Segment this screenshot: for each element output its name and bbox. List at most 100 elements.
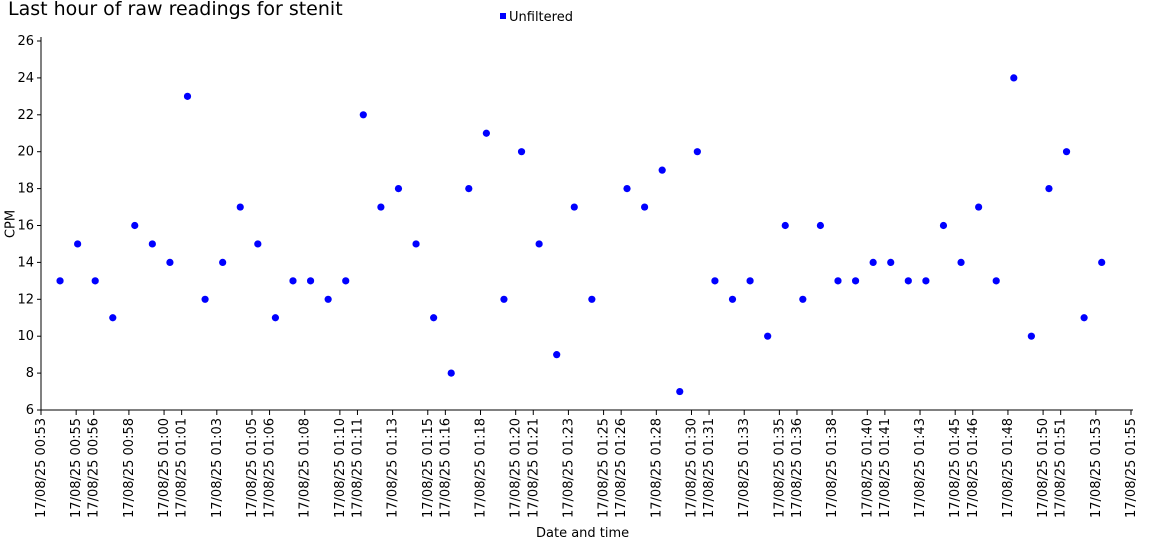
y-tick-label: 8: [26, 366, 34, 381]
data-point: [342, 277, 350, 285]
x-tick-label: 17/08/25 01:48: [1001, 418, 1016, 518]
data-point: [447, 369, 455, 377]
data-point: [1098, 258, 1106, 266]
x-tick-label: 17/08/25 01:46: [966, 418, 981, 518]
x-tick-label: 17/08/25 01:53: [1089, 418, 1104, 518]
data-point: [588, 295, 596, 303]
y-tick-label: 22: [17, 108, 34, 123]
y-tick-label: 10: [17, 329, 34, 344]
data-point: [482, 129, 490, 137]
data-point: [430, 314, 438, 322]
x-tick-label: 17/08/25 01:16: [438, 418, 453, 518]
data-point: [377, 203, 385, 211]
data-point: [1045, 185, 1053, 193]
legend: Unfiltered: [500, 10, 573, 25]
data-point: [676, 387, 684, 396]
data-point: [56, 277, 64, 285]
x-tick-label: 17/08/25 01:28: [649, 418, 664, 518]
data-point: [904, 277, 912, 285]
data-point: [74, 240, 82, 248]
data-point: [816, 221, 825, 230]
data-point: [412, 240, 420, 248]
x-tick-label: 17/08/25 01:25: [597, 418, 612, 518]
data-point: [306, 277, 315, 285]
x-tick-label: 17/08/25 01:05: [245, 418, 260, 518]
data-point: [219, 258, 227, 266]
data-point: [834, 277, 842, 285]
data-point: [992, 277, 1000, 285]
x-tick-label: 17/08/25 01:01: [175, 418, 190, 518]
data-point: [148, 240, 156, 248]
data-point: [851, 277, 860, 285]
y-tick-label: 20: [17, 145, 34, 160]
data-point: [236, 203, 244, 211]
x-tick-label: 17/08/25 01:41: [878, 418, 893, 518]
data-point: [1080, 314, 1088, 322]
axes: [37, 37, 1133, 415]
y-tick-label: 12: [17, 292, 34, 307]
data-point: [517, 148, 526, 156]
x-tick-label: 17/08/25 01:43: [913, 418, 928, 518]
data-point: [623, 185, 631, 193]
x-tick-label: 17/08/25 01:10: [333, 418, 348, 518]
y-tick-label: 14: [17, 255, 34, 270]
data-point: [553, 351, 561, 359]
x-tick-label: 17/08/25 01:51: [1054, 418, 1069, 518]
data-point: [957, 258, 965, 266]
data-point: [535, 240, 543, 248]
x-tick-label: 17/08/25 01:26: [614, 418, 629, 518]
data-point: [254, 240, 262, 248]
data-point: [271, 314, 280, 322]
x-tick-label: 17/08/25 01:36: [790, 418, 805, 518]
data-point: [109, 314, 117, 322]
legend-label: Unfiltered: [509, 10, 573, 25]
data-point: [131, 221, 139, 230]
x-tick-label: 17/08/25 01:45: [948, 418, 963, 518]
data-point: [799, 295, 807, 303]
data-point: [570, 203, 578, 211]
data-point: [500, 295, 508, 303]
data-point: [975, 203, 983, 211]
x-tick-label: 17/08/25 01:03: [210, 418, 225, 518]
x-tick-label: 17/08/25 01:38: [825, 418, 840, 518]
data-point: [939, 221, 948, 230]
x-tick-label: 17/08/25 00:53: [34, 418, 49, 518]
y-axis-label: CPM: [3, 209, 19, 239]
x-tick-label: 17/08/25 01:06: [263, 418, 278, 518]
data-points: [56, 74, 1106, 396]
data-point: [1027, 332, 1035, 340]
tick-labels: 6 8 10 12 14 16 18 20 22 24 26 17/08/25 00:53 17/08/…: [17, 34, 1139, 518]
data-point: [781, 221, 789, 230]
data-point: [289, 277, 297, 285]
x-tick-label: 17/08/25 01:30: [684, 418, 699, 518]
x-tick-label: 17/08/25 01:18: [474, 418, 489, 518]
x-tick-label: 17/08/25 01:55: [1124, 418, 1139, 518]
x-tick-label: 17/08/25 01:13: [386, 418, 401, 518]
x-tick-label: 17/08/25 01:15: [421, 418, 436, 518]
x-tick-label: 17/08/25 01:11: [350, 418, 365, 518]
data-point: [324, 295, 332, 303]
x-tick-label: 17/08/25 01:23: [561, 418, 576, 518]
x-tick-label: 17/08/25 01:20: [509, 418, 524, 518]
x-tick-label: 17/08/25 01:33: [737, 418, 752, 518]
data-point: [359, 111, 367, 119]
data-point: [658, 166, 666, 174]
data-point: [869, 258, 877, 266]
data-point: [711, 277, 719, 285]
y-tick-label: 6: [26, 403, 34, 418]
y-tick-label: 18: [17, 182, 34, 197]
data-point: [1010, 74, 1018, 82]
x-tick-label: 17/08/25 00:55: [69, 418, 84, 518]
data-point: [166, 258, 174, 266]
legend-swatch: [500, 13, 506, 19]
y-tick-label: 26: [17, 34, 34, 49]
x-tick-label: 17/08/25 01:40: [860, 418, 875, 518]
data-point: [693, 148, 701, 156]
data-point: [887, 258, 895, 266]
y-tick-label: 16: [17, 219, 34, 234]
data-point: [764, 332, 772, 340]
y-tick-label: 24: [17, 71, 34, 86]
x-tick-label: 17/08/25 01:00: [157, 418, 172, 518]
chart-title: Last hour of raw readings for stenit: [8, 0, 343, 20]
